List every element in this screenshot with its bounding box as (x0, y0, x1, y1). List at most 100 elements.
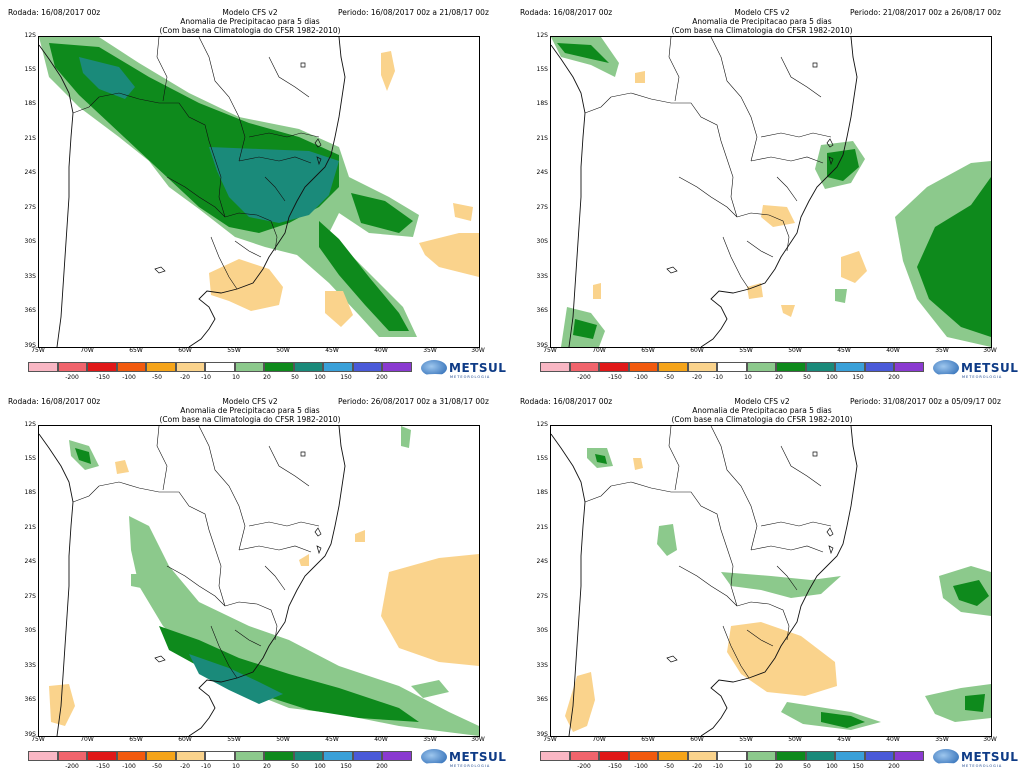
scale-tick-label: 20 (263, 374, 271, 381)
country-border (166, 565, 226, 607)
scale-tick-label: -200 (577, 763, 591, 770)
map-frame (38, 36, 480, 348)
lon-tick-label: 35W (935, 347, 949, 354)
run-label: Rodada: 16/08/2017 00z (8, 397, 101, 406)
scale-tick-label: -20 (692, 374, 702, 381)
color-scale (540, 362, 924, 372)
color-scale-swatch (864, 362, 895, 372)
teal-anomaly-area (79, 57, 135, 99)
color-scale-swatch (87, 751, 117, 761)
lat-tick-label: 18S (536, 489, 548, 496)
scale-tick-label: 200 (888, 374, 900, 381)
lon-tick-label: 45W (837, 347, 851, 354)
color-scale-swatch (28, 751, 58, 761)
scale-tick-label: 20 (775, 763, 783, 770)
tan-anomaly-area (453, 203, 473, 221)
lon-tick-label: 45W (837, 736, 851, 743)
country-border (198, 426, 246, 551)
tan-anomaly-area (761, 205, 795, 227)
lat-tick-label: 24S (536, 558, 548, 565)
scale-tick-label: 50 (803, 374, 811, 381)
lon-tick-label: 70W (592, 736, 606, 743)
scale-tick-label: -150 (608, 374, 622, 381)
lon-tick-label: 40W (886, 736, 900, 743)
country-border (234, 240, 262, 258)
lon-tick-label: 55W (227, 736, 241, 743)
scale-tick-label: 150 (340, 763, 352, 770)
lat-tick-label: 18S (24, 100, 36, 107)
lon-tick-label: 60W (690, 347, 704, 354)
country-border (72, 96, 100, 114)
color-scale-swatch (293, 362, 324, 372)
color-scale-swatch (894, 362, 924, 372)
teal-anomaly-area (209, 147, 339, 223)
lat-tick-label: 39S (24, 731, 36, 738)
lon-tick-label: 40W (886, 347, 900, 354)
lake-outline (316, 156, 322, 166)
color-scale-swatch (175, 751, 206, 761)
color-scale-swatch (57, 751, 88, 761)
color-scale-swatch (658, 362, 688, 372)
logo-name: METSUL (961, 750, 1019, 764)
country-border (248, 521, 320, 527)
lake-outline (828, 545, 834, 555)
lon-tick-label: 60W (690, 736, 704, 743)
lat-tick-label: 39S (536, 342, 548, 349)
period-label: Periodo: 31/08/2017 00z a 05/09/17 00z (850, 397, 1001, 406)
lon-tick-label: 50W (276, 347, 290, 354)
scale-tick-label: 150 (852, 374, 864, 381)
coastline (700, 426, 858, 736)
country-border (610, 481, 738, 607)
tan-anomaly-area (115, 460, 129, 474)
lat-tick-label: 18S (536, 100, 548, 107)
color-scale-swatch (569, 751, 600, 761)
country-border (584, 485, 612, 503)
green-anomaly-area (557, 43, 609, 63)
scale-tick-label: -150 (608, 763, 622, 770)
color-scale-swatch (382, 751, 412, 761)
lake-outline (828, 156, 834, 166)
precip-anomaly-map (551, 426, 991, 736)
scale-tick-label: -20 (180, 763, 190, 770)
country-border (678, 565, 738, 607)
country-border (248, 132, 320, 138)
map-frame (38, 425, 480, 737)
lake-outline (666, 655, 678, 663)
tan-anomaly-area (635, 71, 645, 83)
metsul-logo: METSUL METEOROLOGIA (419, 745, 506, 773)
globe-icon (419, 360, 451, 376)
color-scale-swatch (87, 362, 117, 372)
precip-anomaly-map (39, 426, 479, 736)
color-scale-swatch (540, 362, 570, 372)
tan-anomaly-area (381, 51, 395, 91)
color-scale-swatch (352, 362, 383, 372)
lat-tick-label: 27S (536, 204, 548, 211)
country-border (780, 445, 822, 487)
logo-tagline: METEOROLOGIA (450, 375, 491, 379)
scale-tick-label: -150 (96, 763, 110, 770)
map-frame (550, 36, 992, 348)
light-green-anomaly-area (721, 572, 841, 598)
country-border (678, 176, 738, 218)
color-scale-swatch (599, 362, 629, 372)
color-scale-swatch (864, 751, 895, 761)
country-border (776, 565, 798, 591)
scale-tick-label: 200 (376, 374, 388, 381)
country-border (746, 629, 774, 647)
country-border (760, 132, 832, 138)
scale-tick-label: -10 (713, 374, 723, 381)
lon-tick-label: 40W (374, 347, 388, 354)
color-scale-swatch (805, 751, 836, 761)
map-panel: Rodada: 16/08/2017 00z Modelo CFS v2 Anoma… (512, 0, 1024, 388)
country-border (156, 37, 168, 102)
country-border (234, 629, 262, 647)
model-label: Modelo CFS v2 (222, 8, 278, 17)
lat-tick-label: 24S (24, 169, 36, 176)
lat-tick-label: 21S (536, 135, 548, 142)
scale-tick-label: 50 (291, 763, 299, 770)
scale-tick-label: -100 (634, 763, 648, 770)
scale-tick-label: -10 (713, 763, 723, 770)
country-border (746, 240, 774, 258)
lat-tick-label: 33S (24, 662, 36, 669)
country-border (668, 426, 680, 491)
